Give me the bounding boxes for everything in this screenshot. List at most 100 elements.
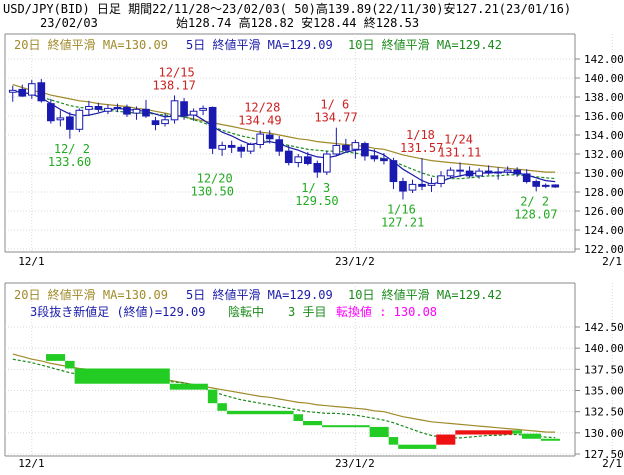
tlb-y-axis: 142.50 140.00 137.50 135.00 132.50 130.00 127.… bbox=[575, 321, 624, 461]
candle-bear bbox=[227, 144, 236, 148]
candle-bull bbox=[246, 144, 255, 152]
tlb-ma20-polyline bbox=[12, 353, 556, 433]
candle-bull bbox=[27, 83, 36, 96]
annotation-date: 12/28 bbox=[244, 100, 280, 114]
candle-bear bbox=[46, 103, 55, 122]
candle-bull bbox=[218, 144, 226, 150]
annotation-date: 12/20 bbox=[197, 171, 233, 185]
price-x-tick-label: 12/1 bbox=[18, 255, 45, 268]
candle-bear bbox=[265, 134, 274, 140]
legend2-ma20: 20日 終値平滑 MA=130.09 bbox=[14, 287, 168, 302]
ma5-polyline bbox=[12, 90, 556, 186]
tlb-brick-down bbox=[388, 437, 399, 445]
price-tick-label: 132.00 bbox=[584, 148, 624, 161]
candle-bear bbox=[237, 146, 246, 152]
candle-bull bbox=[322, 153, 331, 173]
tlb-brick-up bbox=[455, 430, 513, 435]
legend2-ma10: 10日 終値平滑 MA=129.42 bbox=[348, 287, 502, 302]
candle-bear bbox=[180, 101, 188, 117]
tlb-brick-down bbox=[540, 438, 560, 441]
annotation-value: 134.49 bbox=[238, 113, 281, 127]
ohlc-values: 始128.74 高128.82 安128.44 終128.53 bbox=[176, 15, 419, 30]
tlb-ma20-line bbox=[12, 353, 556, 433]
annotation-date: 2/ 2 bbox=[520, 194, 549, 208]
price-tick-label: 126.00 bbox=[584, 205, 624, 218]
candle-bull bbox=[351, 142, 360, 150]
candle-bull bbox=[294, 156, 303, 164]
candle-bull bbox=[113, 106, 122, 109]
candle-bear bbox=[361, 143, 369, 157]
tlb-tick-label: 142.50 bbox=[584, 321, 624, 334]
candle-bull bbox=[332, 144, 341, 155]
candle-bull bbox=[189, 110, 198, 116]
annotation-date: 12/15 bbox=[159, 65, 195, 79]
ma5-line bbox=[12, 90, 556, 186]
candle-bull bbox=[541, 184, 550, 187]
candle-bear bbox=[313, 163, 322, 173]
ma10-polyline bbox=[12, 89, 556, 180]
candle-bear bbox=[370, 155, 379, 160]
tlb-brick-down bbox=[512, 430, 522, 434]
tlb-tick-label: 132.50 bbox=[584, 406, 624, 419]
tlb-brick-down bbox=[521, 433, 541, 439]
candle-bear bbox=[123, 106, 131, 115]
candle-bull bbox=[170, 100, 179, 121]
candle-bull bbox=[503, 169, 512, 173]
candle-bear bbox=[456, 169, 464, 172]
legend-ma10: 10日 終値平滑 MA=129.42 bbox=[348, 37, 502, 52]
price-tick-label: 136.00 bbox=[584, 110, 624, 123]
candle-bull bbox=[256, 133, 265, 146]
price-tick-label: 140.00 bbox=[584, 72, 624, 85]
candle-bull bbox=[199, 107, 207, 111]
three-line-break-panel: 142.50 140.00 137.50 135.00 132.50 130.00 127.… bbox=[4, 282, 624, 470]
tlb-x-tick-label: 23/1/2 bbox=[335, 457, 375, 470]
candle-bear bbox=[418, 183, 426, 187]
legend-ma20: 20日 終値平滑 MA=130.09 bbox=[14, 37, 168, 52]
annotation-date: 1/18 bbox=[406, 128, 435, 142]
candle-bear bbox=[284, 150, 293, 164]
candle-bear bbox=[303, 156, 312, 165]
candle-bull bbox=[104, 107, 112, 112]
tlb-brick-down bbox=[65, 360, 75, 369]
candle-bull bbox=[85, 106, 93, 110]
candle-bear bbox=[522, 173, 531, 183]
annotation-date: 1/ 6 bbox=[320, 98, 349, 112]
tlb-brick-down bbox=[293, 414, 304, 421]
candlesticks bbox=[8, 79, 560, 200]
candle-bear bbox=[389, 160, 398, 183]
legend-ma5: 5日 終値平滑 MA=129.09 bbox=[186, 37, 333, 52]
price-tick-label: 142.00 bbox=[584, 53, 624, 66]
candle-bear bbox=[513, 169, 522, 175]
annotation-date: 1/24 bbox=[444, 132, 473, 146]
candle-bull bbox=[437, 175, 445, 184]
candle-bull bbox=[475, 170, 483, 177]
candle-bear bbox=[380, 158, 388, 162]
candle-bear bbox=[142, 108, 150, 117]
tlb-brick-down bbox=[369, 426, 389, 438]
ma10-line bbox=[12, 89, 556, 180]
price-tick-label: 122.00 bbox=[584, 243, 624, 256]
tlb-brick-down bbox=[398, 444, 437, 449]
candle-bear bbox=[18, 88, 27, 97]
annotation-value: 128.07 bbox=[514, 207, 557, 221]
tlb-status: 陰転中 bbox=[228, 304, 264, 319]
tlb-tick-label: 135.00 bbox=[584, 385, 624, 398]
annotation-value: 133.60 bbox=[48, 155, 91, 169]
tlb-tick-label: 130.00 bbox=[584, 427, 624, 440]
annotation-value: 127.21 bbox=[381, 216, 424, 230]
tlb-reversal: 転換値 : 130.08 bbox=[336, 304, 437, 319]
candle-bull bbox=[427, 182, 436, 186]
candle-bear bbox=[532, 181, 541, 187]
chart-header: USD/JPY(BID) 日足 期間22/11/28～23/02/03( 50)… bbox=[0, 0, 624, 32]
ma20-polyline bbox=[12, 84, 556, 173]
price-y-axis: 142.00 140.00 138.00 136.00 134.00 132.00 130.… bbox=[575, 53, 624, 256]
annotation-date: 12/ 2 bbox=[54, 142, 90, 156]
candle-bull bbox=[8, 89, 17, 93]
price-x-axis: 12/1 23/1/2 2/1 bbox=[18, 255, 622, 268]
legend2-ma5: 5日 終値平滑 MA=129.09 bbox=[186, 287, 333, 302]
candle-bear bbox=[399, 181, 407, 192]
candle-bear bbox=[551, 184, 560, 188]
annotation-value: 134.77 bbox=[314, 111, 357, 125]
candle-bear bbox=[37, 82, 46, 102]
